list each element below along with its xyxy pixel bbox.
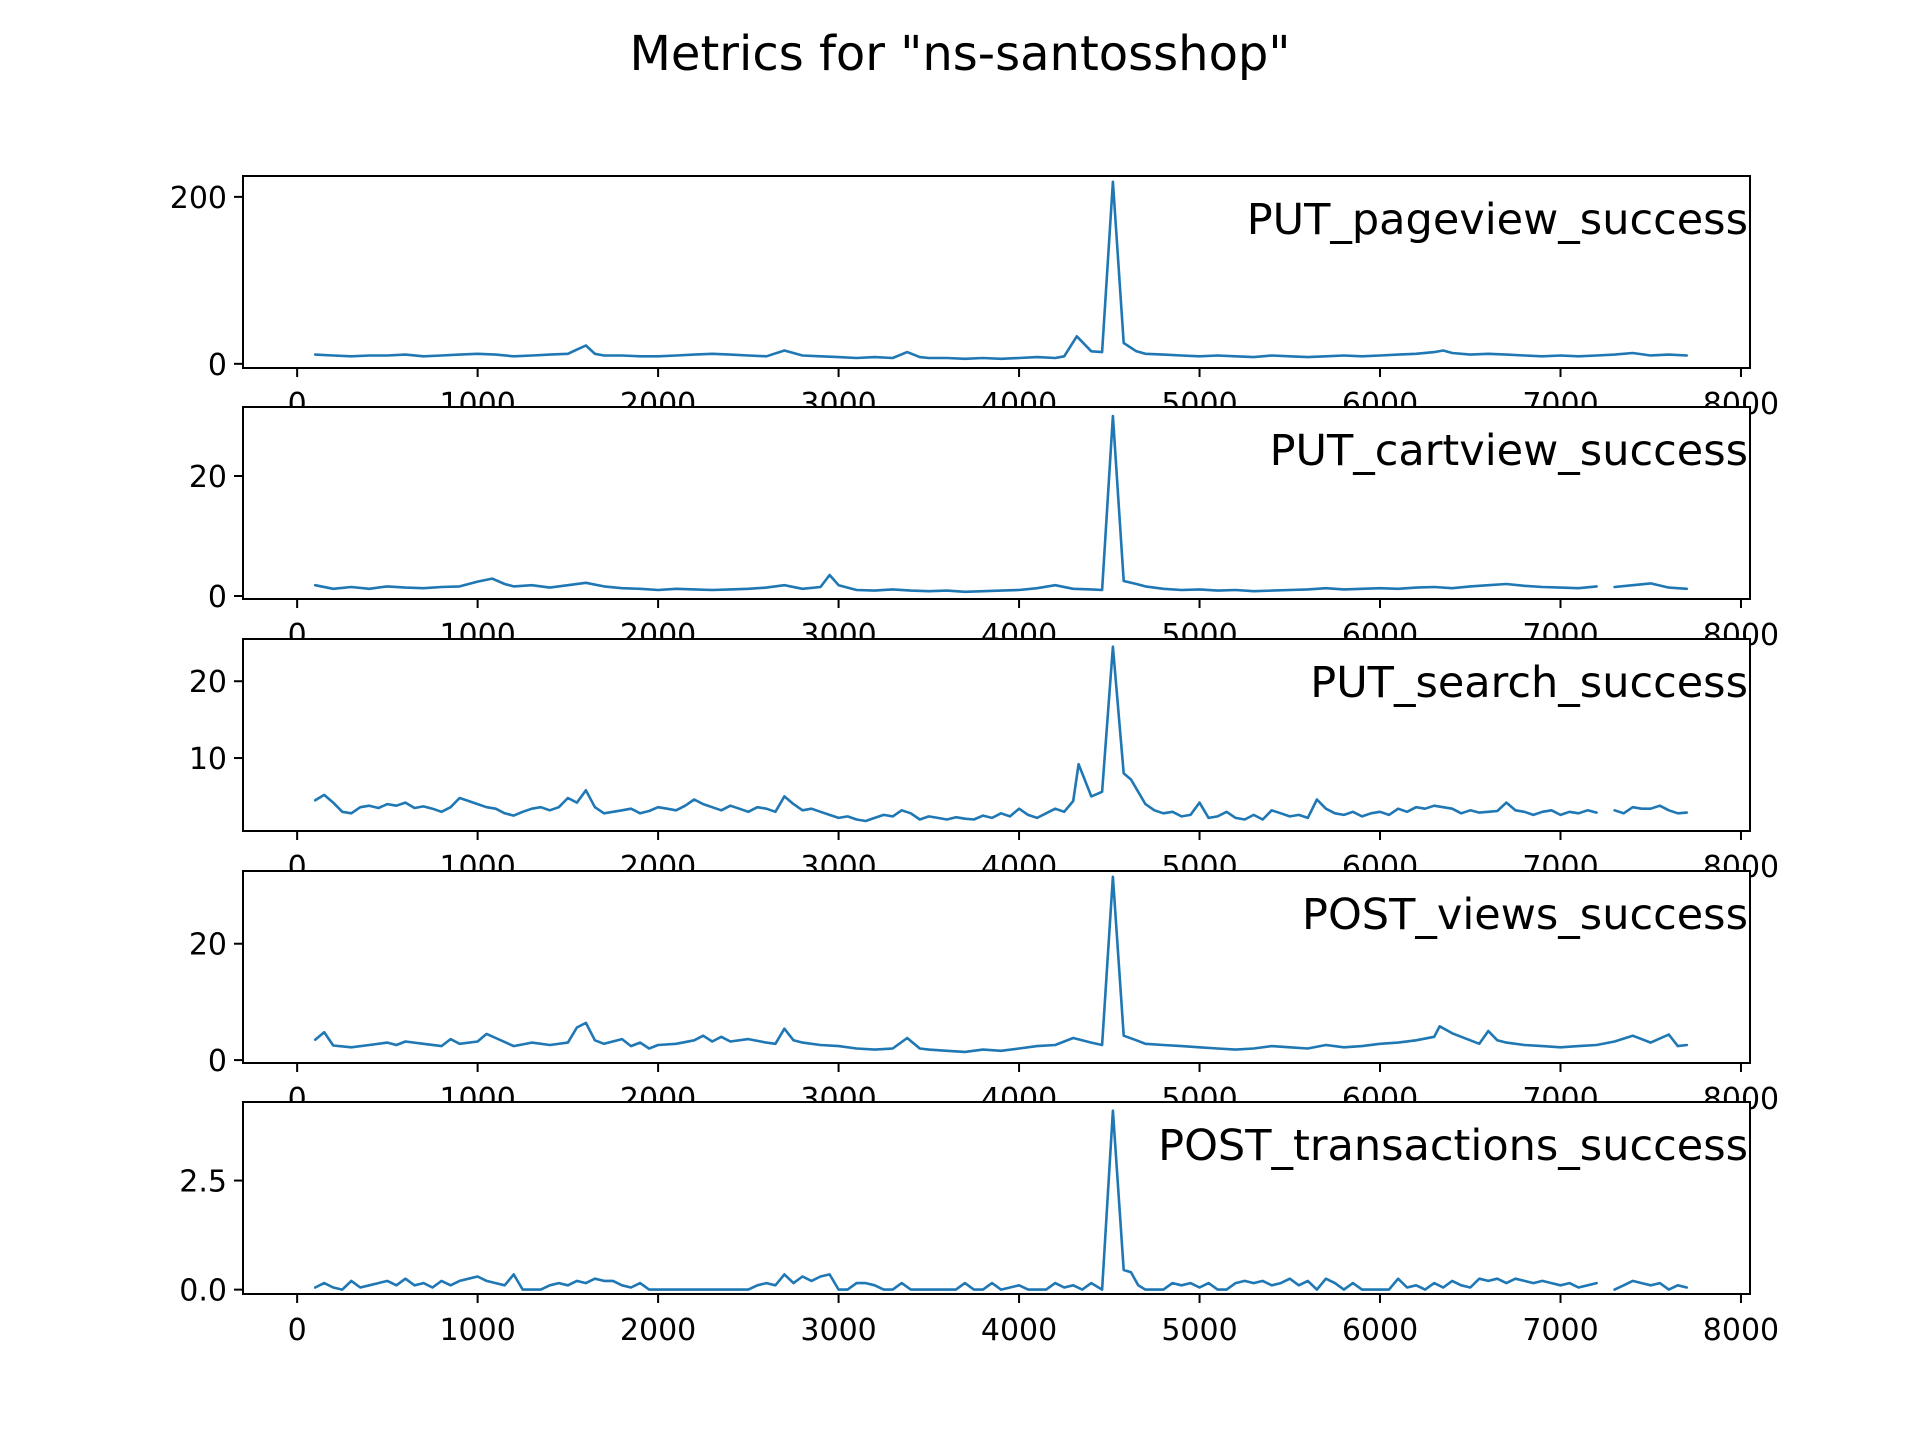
series-label-put-pageview-success: PUT_pageview_success: [1247, 195, 1748, 245]
y-tick-label: 0: [208, 1044, 227, 1079]
series-segment: [1613, 1279, 1689, 1291]
series-line-post-views-success: [313, 875, 1689, 1054]
x-tick-label: 7000: [1522, 1313, 1598, 1348]
y-tick-label: 10: [189, 742, 227, 777]
y-tick-label: 20: [189, 928, 227, 963]
series-label-post-views-success: POST_views_success: [1302, 890, 1748, 940]
y-tick-label: 0.0: [179, 1274, 227, 1309]
x-tick-label: 4000: [981, 1313, 1057, 1348]
chart-title: Metrics for "ns-santosshop": [630, 26, 1291, 82]
series-segment: [1613, 582, 1689, 591]
x-tick-label: 8000: [1703, 1313, 1779, 1348]
axes-background: [243, 407, 1750, 599]
y-tick-label: 20: [189, 665, 227, 700]
axes-frame: [242, 175, 1751, 369]
y-tick-label: 20: [189, 460, 227, 495]
y-tick-label: 0: [208, 580, 227, 615]
series-segment: [313, 180, 1689, 361]
axes-background: [243, 176, 1750, 368]
series-line-put-cartview-success: [313, 414, 1689, 594]
x-tick-label: 1000: [439, 1313, 515, 1348]
series-segment: [313, 1109, 1598, 1291]
axes-background: [243, 639, 1750, 831]
x-tick-label: 0: [288, 1313, 307, 1348]
x-tick-label: 3000: [800, 1313, 876, 1348]
y-tick-label: 0: [208, 348, 227, 383]
x-tick-label: 5000: [1161, 1313, 1237, 1348]
series-label-put-search-success: PUT_search_success: [1310, 658, 1748, 708]
subplot-post-transactions-success: 0.0 2.5 0 1000 2000 3000 4000 5000 6000 7000 8000 P…: [179, 1101, 1779, 1348]
axes-frame: [242, 870, 1751, 1064]
series-segment: [313, 414, 1598, 594]
series-line-put-search-success: [313, 645, 1689, 823]
x-tick-label: 2000: [620, 1313, 696, 1348]
axes-frame: [242, 1101, 1751, 1295]
series-segment: [313, 645, 1598, 823]
series-segment: [1613, 804, 1689, 815]
axes-frame: [242, 638, 1751, 832]
series-segment: [313, 875, 1689, 1054]
axes-background: [243, 1102, 1750, 1294]
y-tick-label: 2.5: [179, 1165, 227, 1200]
series-label-post-transactions-success: POST_transactions_success: [1158, 1121, 1748, 1171]
axes-background: [243, 871, 1750, 1063]
series-label-put-cartview-success: PUT_cartview_success: [1270, 426, 1748, 476]
series-line-put-pageview-success: [313, 180, 1689, 361]
x-tick-label: 6000: [1342, 1313, 1418, 1348]
series-line-post-transactions-success: [313, 1109, 1689, 1291]
axes-frame: [242, 406, 1751, 600]
y-tick-label: 200: [170, 181, 227, 216]
